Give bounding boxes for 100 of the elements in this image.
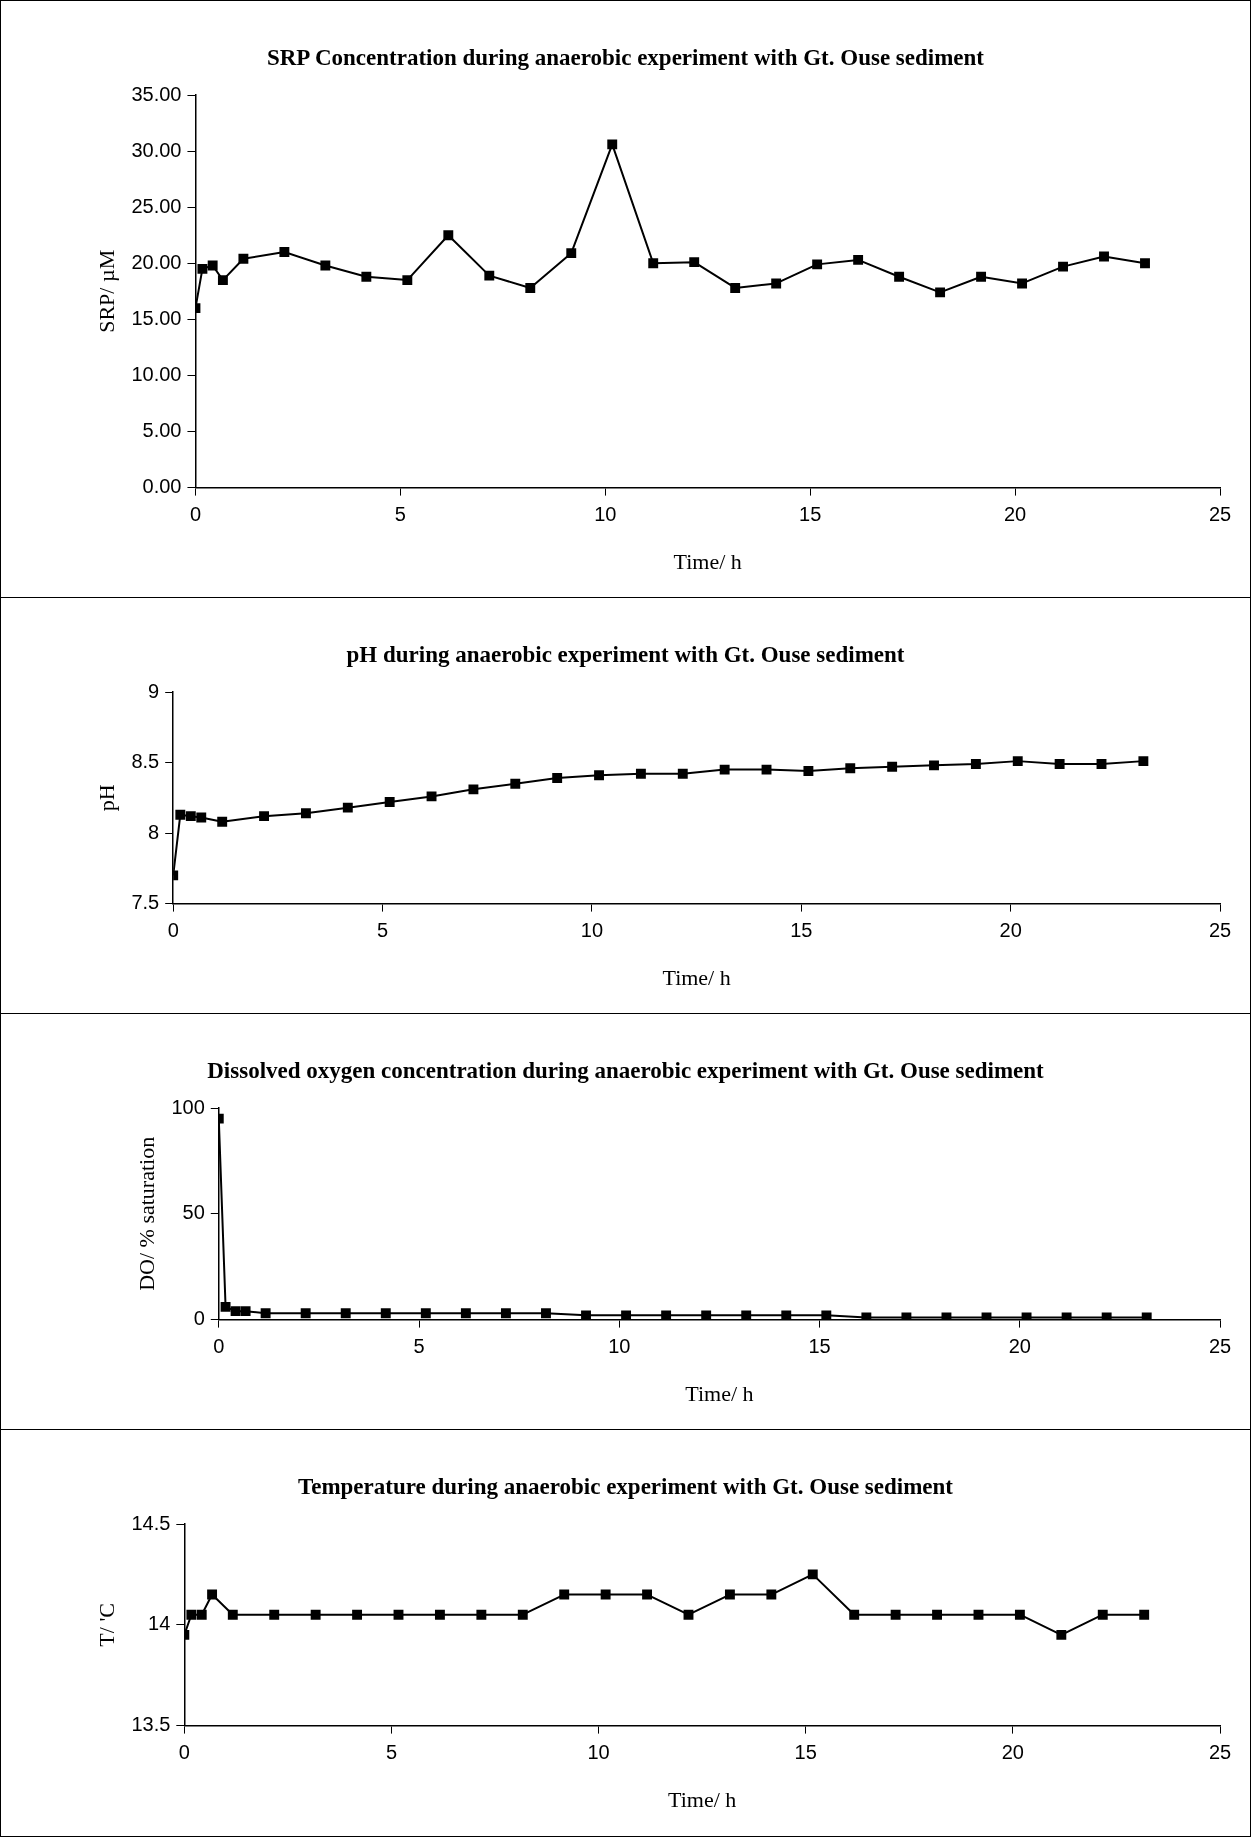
point [661,1310,672,1320]
x-tick-label: 20 [1003,503,1027,526]
point [973,1609,984,1620]
y-axis-title: DO/ % saturation [133,1136,159,1291]
x-tick-label: 5 [394,503,406,526]
point [761,764,772,775]
point [1017,278,1028,289]
point [701,1310,712,1320]
x-tick-label: 25 [1208,503,1232,526]
point [932,1609,942,1620]
x-tick-label: 10 [587,1741,610,1764]
y-tick-label: 25.00 [131,194,182,217]
point [380,1308,391,1319]
point [642,1589,653,1600]
point [1139,1609,1150,1620]
point [594,770,604,781]
point [260,1308,271,1319]
point [1138,756,1149,767]
y-tick-label: 0.00 [142,475,182,498]
point [970,758,981,769]
point [1056,1629,1067,1640]
point [621,1310,632,1320]
y-tick-label: 35.00 [131,82,182,105]
point [217,275,228,286]
point [460,1308,471,1319]
point [766,1589,777,1600]
point [1140,258,1150,269]
point [196,1609,207,1620]
x-tick-label: 15 [808,1335,831,1358]
y-tick-label: 14 [148,1612,171,1635]
chart-title: pH during anaerobic experiment with Gt. Ouse sediment [345,641,906,669]
x-axis-title: Time/ h [662,964,731,990]
x-tick-label: 20 [1008,1335,1031,1358]
point [300,808,311,819]
point [510,778,521,789]
x-tick-label: 25 [1208,1741,1232,1764]
x-axis-title: Time/ h [668,1786,737,1812]
point [566,248,577,259]
point [648,258,659,269]
point [552,773,563,783]
y-tick-label: 8.5 [131,750,160,773]
y-axis-title: pH [93,784,119,812]
x-tick-label: 10 [608,1335,631,1358]
point [890,1609,901,1620]
point [384,797,395,807]
point [402,275,413,286]
point [1012,756,1023,767]
point [845,763,856,774]
point [320,260,331,271]
point [310,1609,321,1620]
x-tick-label: 25 [1208,1335,1232,1358]
chart-title: Temperature during anaerobic experiment with Gt. Ouse sediment [296,1473,954,1501]
point [259,811,270,822]
point [1096,758,1107,769]
point [484,270,495,281]
y-tick-label: 50 [182,1201,205,1224]
point [635,768,646,779]
point [781,1310,792,1320]
point [342,802,353,813]
point [607,139,618,150]
point [525,282,536,293]
chart-title: Dissolved oxygen concentration during anaerobic experiment with Gt. Ouse sediment [206,1057,1045,1085]
point [434,1609,445,1620]
point [230,1306,241,1317]
point [724,1589,735,1600]
y-axis-title: T/ 'C [93,1602,119,1647]
y-tick-label: 15.00 [131,306,182,329]
x-tick-label: 15 [790,919,813,942]
point [238,253,249,264]
point [812,259,823,270]
point [240,1306,251,1317]
y-tick-label: 30.00 [131,138,182,161]
point [1014,1609,1025,1620]
point [581,1310,591,1320]
point [771,278,782,289]
point [476,1609,487,1620]
y-tick-label: 10.00 [131,362,182,385]
y-tick-label: 5.00 [142,419,182,442]
point [689,257,700,268]
point [821,1310,832,1320]
point [393,1609,404,1620]
point [803,766,814,776]
point [468,784,479,795]
point [500,1308,511,1319]
point [677,768,688,779]
point [853,254,864,265]
point [340,1308,351,1319]
point [217,816,228,827]
y-tick-label: 20.00 [131,250,182,273]
chart-title: SRP Concentration during anaerobic experiment with Gt. Ouse sediment [265,44,985,72]
point [719,764,730,775]
x-tick-label: 10 [594,503,617,526]
x-axis-title: Time/ h [685,1380,754,1406]
y-tick-label: 9 [148,679,160,702]
y-tick-label: 13.5 [131,1713,171,1736]
point [300,1308,311,1319]
point [887,761,898,772]
point [227,1609,238,1620]
point [220,1301,231,1312]
point [741,1310,752,1320]
